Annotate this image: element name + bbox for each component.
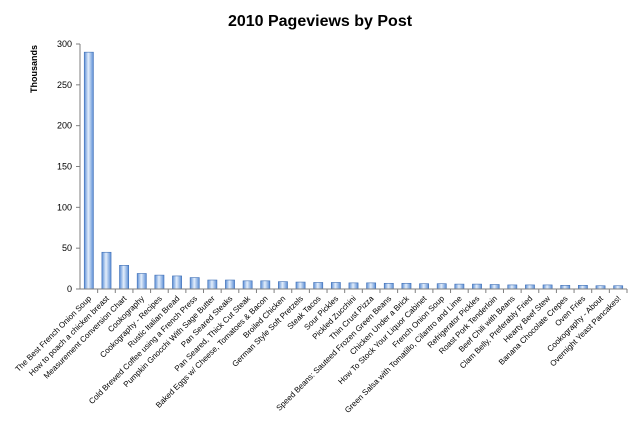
bar [207,279,218,290]
chart-title: 2010 Pageviews by Post [228,13,413,30]
bar [366,282,377,290]
bar [383,282,394,290]
bar [348,282,359,290]
bar [525,284,535,290]
bar [260,280,271,290]
bar [189,277,200,290]
bar [313,282,324,290]
bars [83,51,624,290]
bar [577,285,588,290]
y-tick-label: 250 [57,80,72,90]
bar [560,285,571,290]
bar [419,283,429,290]
y-axis-label: Thousands [29,45,39,93]
bar [101,251,112,290]
bar [454,283,465,290]
bar [136,273,147,290]
y-tick-label: 50 [62,243,72,253]
y-tick-label: 100 [57,202,72,212]
bar [472,283,482,290]
bar [507,284,518,290]
bar [278,281,288,290]
y-tick-label: 200 [57,121,72,131]
bar [172,275,182,290]
bar [295,281,306,290]
bar [401,282,412,290]
bar [542,284,553,290]
bar [436,283,447,290]
bar [489,284,500,290]
bar [330,282,341,290]
bar [119,265,130,290]
y-axis-ticks: 0 50 100 150 200 250 300 [57,39,80,294]
bar [242,280,253,290]
x-tick-label: How to poach a chicken breast [27,294,111,378]
bar [83,51,94,290]
y-tick-label: 300 [57,39,72,49]
y-tick-label: 0 [67,284,72,294]
y-tick-label: 150 [57,162,72,172]
bar [154,274,165,290]
bar [225,279,235,290]
